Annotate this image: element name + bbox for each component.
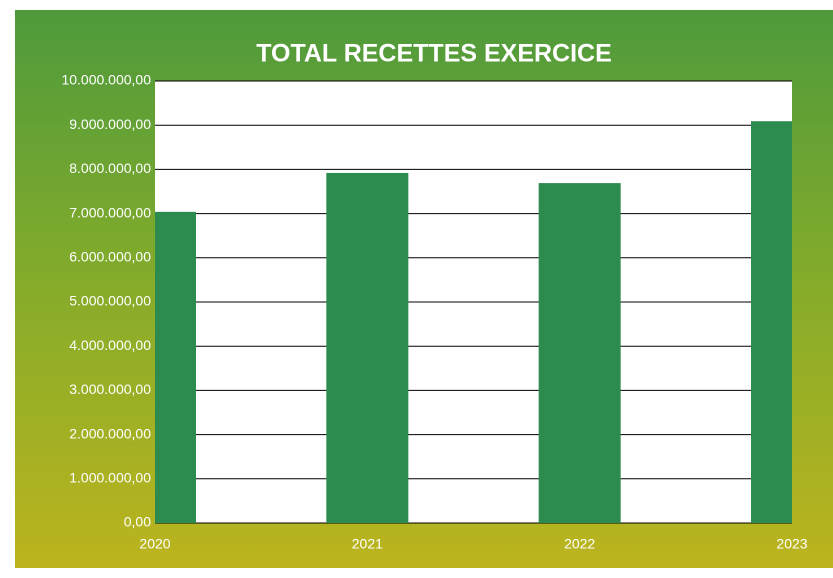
y-tick-label: 0,00 <box>124 514 151 530</box>
x-tick-label: 2021 <box>352 536 383 552</box>
y-tick-label: 3.000.000,00 <box>69 381 151 397</box>
y-tick-label: 10.000.000,00 <box>61 72 151 88</box>
y-tick-label: 5.000.000,00 <box>69 293 151 309</box>
y-tick-label: 8.000.000,00 <box>69 160 151 176</box>
y-tick-label: 7.000.000,00 <box>69 204 151 220</box>
x-tick-label: 2022 <box>564 536 595 552</box>
chart-title: TOTAL RECETTES EXERCICE <box>256 40 612 68</box>
y-tick-label: 4.000.000,00 <box>69 337 151 353</box>
y-tick-label: 9.000.000,00 <box>69 116 151 132</box>
bar <box>751 121 792 523</box>
y-tick-label: 2.000.000,00 <box>69 425 151 441</box>
bar <box>326 172 409 523</box>
bar <box>538 183 621 523</box>
x-tick-label: 2023 <box>776 536 807 552</box>
y-tick-label: 1.000.000,00 <box>69 470 151 486</box>
y-tick-label: 6.000.000,00 <box>69 249 151 265</box>
x-tick-label: 2020 <box>139 536 170 552</box>
bar <box>155 211 196 523</box>
